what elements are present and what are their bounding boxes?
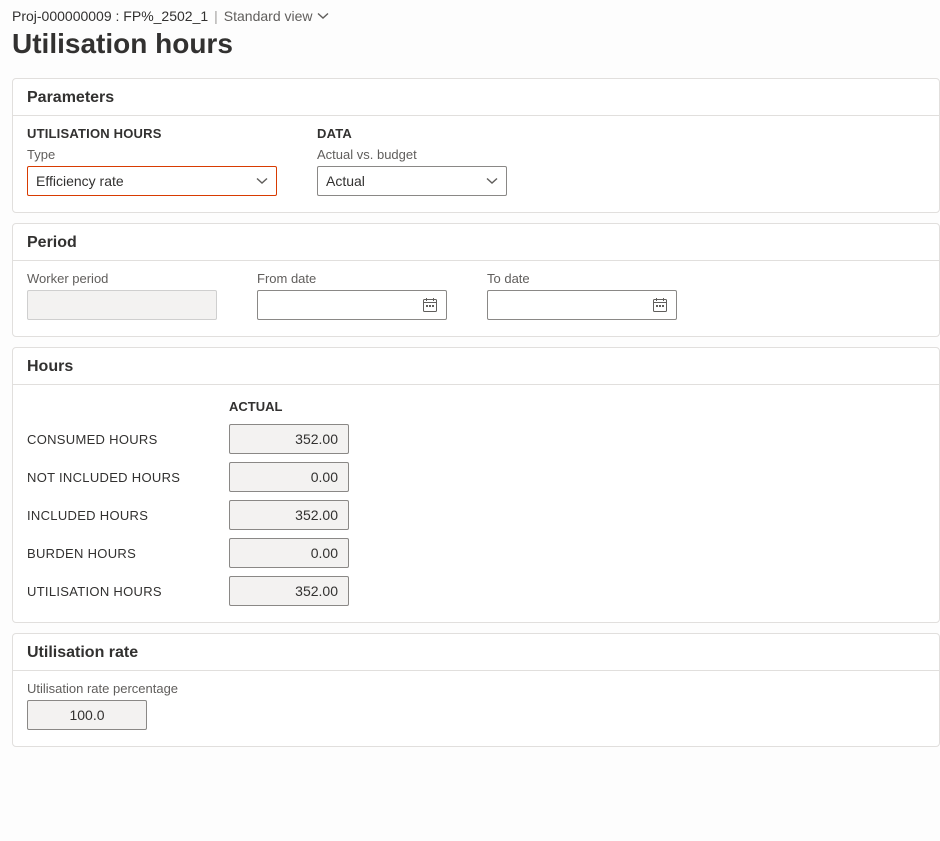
type-label: Type (27, 147, 277, 162)
breadcrumb: Proj-000000009 : FP%_2502_1 | Standard v… (12, 8, 940, 24)
chevron-down-icon (486, 175, 498, 187)
rate-card: Utilisation rate Utilisation rate percen… (12, 633, 940, 747)
period-title: Period (13, 224, 939, 261)
hours-row-label: CONSUMED HOURS (27, 432, 217, 447)
to-date-label: To date (487, 271, 677, 286)
hours-row-label: BURDEN HOURS (27, 546, 217, 561)
rate-title: Utilisation rate (13, 634, 939, 671)
page-title: Utilisation hours (12, 28, 940, 60)
breadcrumb-project: Proj-000000009 : FP%_2502_1 (12, 8, 208, 24)
calendar-icon[interactable] (652, 297, 668, 313)
avb-select-value: Actual (326, 173, 486, 189)
type-select[interactable]: Efficiency rate (27, 166, 277, 196)
not-included-hours-value[interactable]: 0.00 (229, 462, 349, 492)
parameters-card: Parameters UTILISATION HOURS Type Effici… (12, 78, 940, 213)
burden-hours-value[interactable]: 0.00 (229, 538, 349, 568)
consumed-hours-value[interactable]: 352.00 (229, 424, 349, 454)
avb-select[interactable]: Actual (317, 166, 507, 196)
chevron-down-icon (256, 175, 268, 187)
hours-card: Hours ACTUAL CONSUMED HOURS 352.00 NOT I… (12, 347, 940, 623)
calendar-icon[interactable] (422, 297, 438, 313)
hours-row-label: UTILISATION HOURS (27, 584, 217, 599)
avb-label: Actual vs. budget (317, 147, 507, 162)
type-select-value: Efficiency rate (36, 173, 256, 189)
from-date-label: From date (257, 271, 447, 286)
rate-value[interactable]: 100.0 (27, 700, 147, 730)
included-hours-value[interactable]: 352.00 (229, 500, 349, 530)
to-date-input[interactable] (487, 290, 677, 320)
rate-label: Utilisation rate percentage (27, 681, 925, 696)
view-picker-label: Standard view (224, 8, 313, 24)
view-picker[interactable]: Standard view (224, 8, 329, 24)
hours-row-label: NOT INCLUDED HOURS (27, 470, 217, 485)
breadcrumb-separator: | (214, 8, 218, 24)
data-group-heading: DATA (317, 126, 507, 141)
hours-row-label: INCLUDED HOURS (27, 508, 217, 523)
hours-column-header: ACTUAL (229, 399, 349, 416)
hours-grid: ACTUAL CONSUMED HOURS 352.00 NOT INCLUDE… (27, 399, 925, 606)
hours-title: Hours (13, 348, 939, 385)
period-card: Period Worker period From date To date (12, 223, 940, 337)
parameters-title: Parameters (13, 79, 939, 116)
worker-period-input[interactable] (27, 290, 217, 320)
utilisation-group-heading: UTILISATION HOURS (27, 126, 277, 141)
from-date-input[interactable] (257, 290, 447, 320)
utilisation-hours-value[interactable]: 352.00 (229, 576, 349, 606)
chevron-down-icon (317, 10, 329, 22)
worker-period-label: Worker period (27, 271, 217, 286)
